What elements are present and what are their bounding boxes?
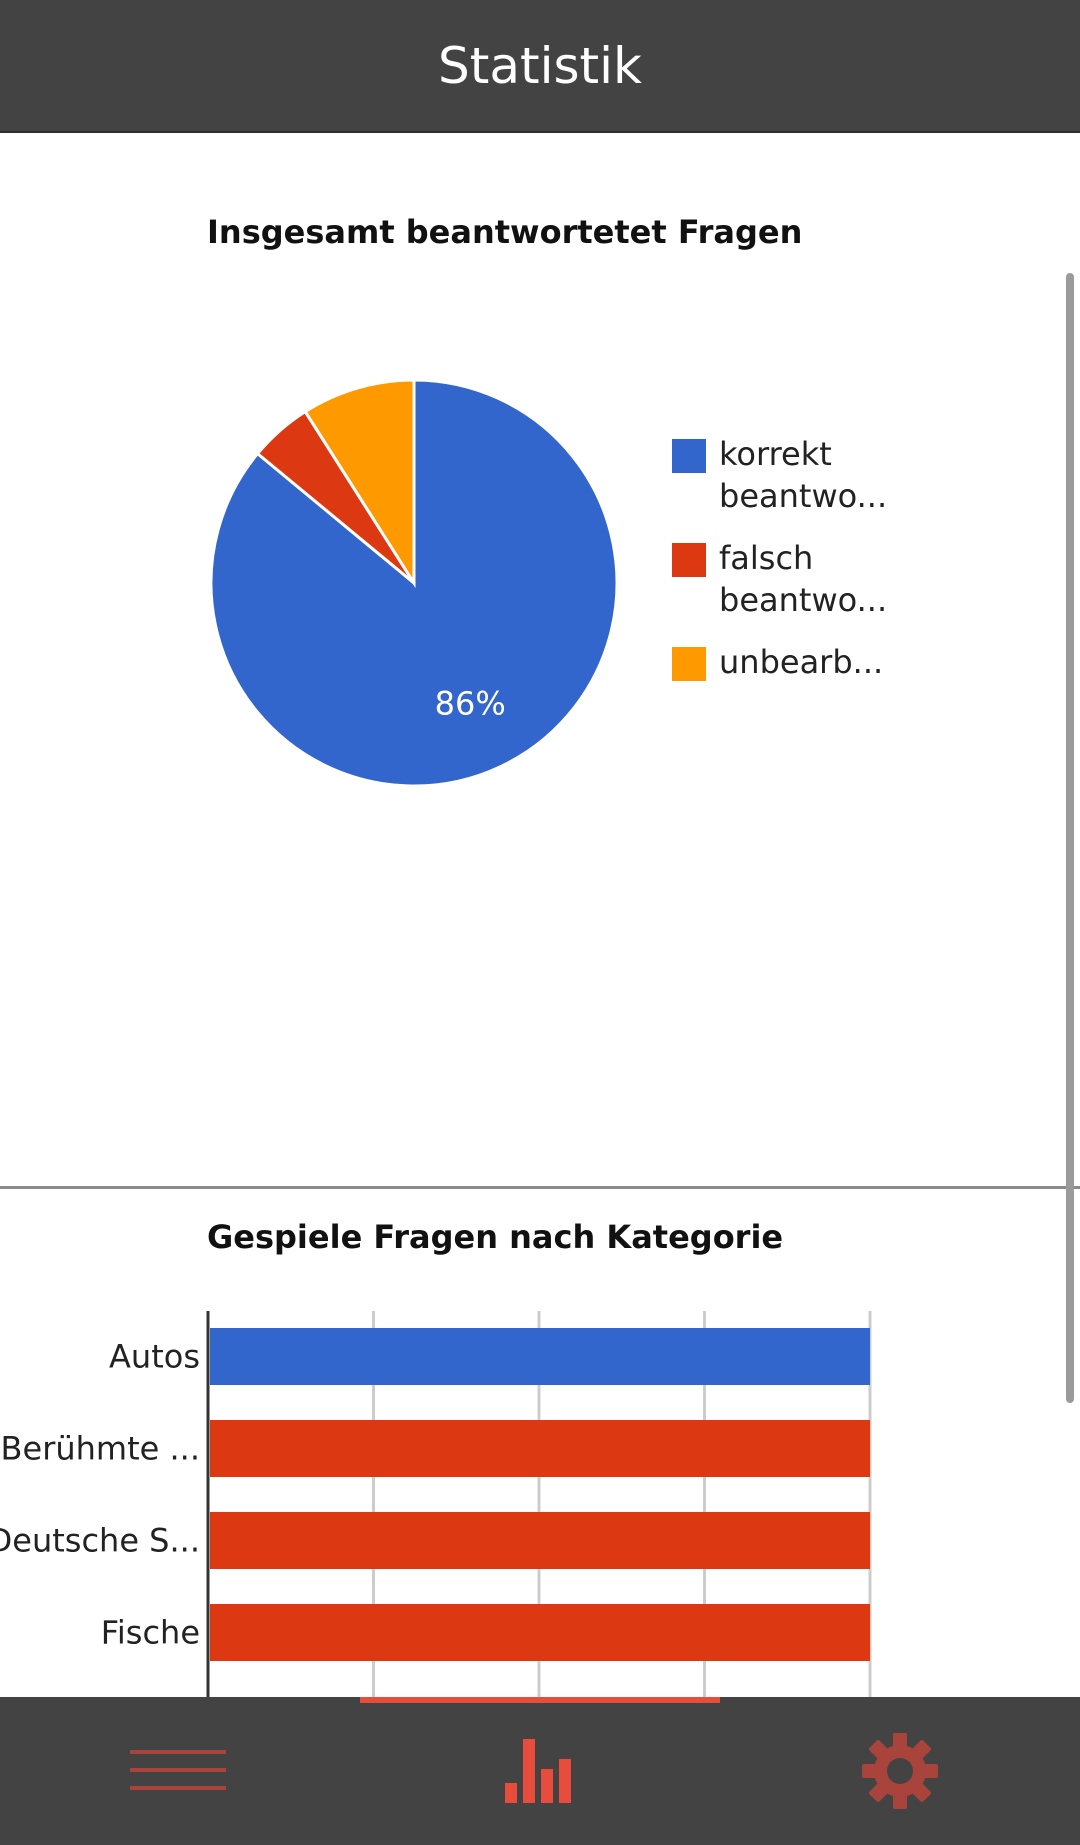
- bar-1[interactable]: [210, 1420, 870, 1477]
- pie-chart-title: Insgesamt beantwortetet Fragen: [207, 213, 803, 251]
- bar-0[interactable]: [210, 1328, 870, 1385]
- legend-item-unanswered: unbearb...: [672, 641, 892, 683]
- legend-swatch-wrong: [672, 543, 706, 577]
- nav-statistics-button[interactable]: [360, 1697, 720, 1845]
- gear-icon: [862, 1733, 938, 1809]
- bar-chart-icon: [505, 1739, 571, 1803]
- pie-slice-unanswered[interactable]: [303, 378, 416, 589]
- pie-legend: korrekt beantwo... falsch beantwo... unbea…: [672, 433, 892, 703]
- page-title: Statistik: [438, 36, 642, 95]
- bar-category-label: Fische: [101, 1614, 200, 1652]
- bottom-navigation: [0, 1697, 1080, 1845]
- legend-label-wrong: falsch beantwo...: [719, 539, 888, 619]
- legend-label-unanswered: unbearb...: [719, 643, 884, 681]
- active-tab-indicator: [360, 1697, 720, 1703]
- statistics-content[interactable]: Insgesamt beantwortetet Fragen 86% korre…: [0, 133, 1080, 1697]
- bar-category-label: Autos: [109, 1338, 200, 1376]
- scrollbar[interactable]: [1066, 273, 1074, 1403]
- pie-chart: 86%: [209, 378, 619, 788]
- bar-3[interactable]: [210, 1604, 870, 1661]
- legend-item-correct: korrekt beantwo...: [672, 433, 892, 517]
- legend-item-wrong: falsch beantwo...: [672, 537, 892, 621]
- bar-category-label: Deutsche S...: [0, 1522, 200, 1560]
- legend-swatch-correct: [672, 439, 706, 473]
- bar-category-label: Berühmte ...: [1, 1430, 200, 1468]
- app-header: Statistik: [0, 0, 1080, 133]
- nav-settings-button[interactable]: [720, 1697, 1080, 1845]
- nav-menu-button[interactable]: [0, 1697, 360, 1845]
- legend-swatch-unanswered: [672, 647, 706, 681]
- bar-2[interactable]: [210, 1512, 870, 1569]
- bar-chart: Autos Berühmte ... Deutsche S... Fische: [0, 1311, 872, 1697]
- menu-icon: [130, 1750, 226, 1790]
- bar-chart-title: Gespiele Fragen nach Kategorie: [207, 1218, 784, 1256]
- legend-label-correct: korrekt beantwo...: [719, 435, 888, 515]
- pie-slice-label: 86%: [435, 684, 506, 722]
- section-divider: [0, 1186, 1080, 1189]
